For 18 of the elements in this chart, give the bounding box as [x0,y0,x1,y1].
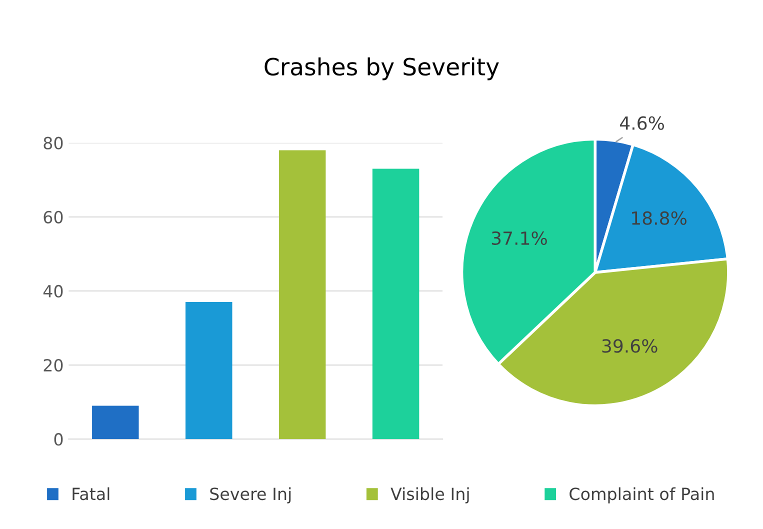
y-tick-label: 20 [44,358,63,372]
y-tick-label: 80 [44,136,63,150]
legend-label: Complaint of Pain [570,487,714,504]
data-label: 39.6% [602,339,658,353]
legend-label: Severe Inj [210,487,291,504]
chart-title: Crashes by Severity [264,57,499,80]
y-tick-label: 0 [54,433,63,446]
legend-label: Fatal [72,487,110,500]
data-label: 37.1% [492,231,547,245]
data-label: 4.6% [620,116,664,130]
bar [372,168,420,440]
y-tick-label: 40 [43,284,63,298]
bar [92,406,139,440]
data-label: 18.8% [632,211,686,225]
bar [186,302,232,440]
bar [278,150,326,440]
y-tick-label: 60 [44,210,63,224]
legend-label: Visible Inj [390,487,469,504]
